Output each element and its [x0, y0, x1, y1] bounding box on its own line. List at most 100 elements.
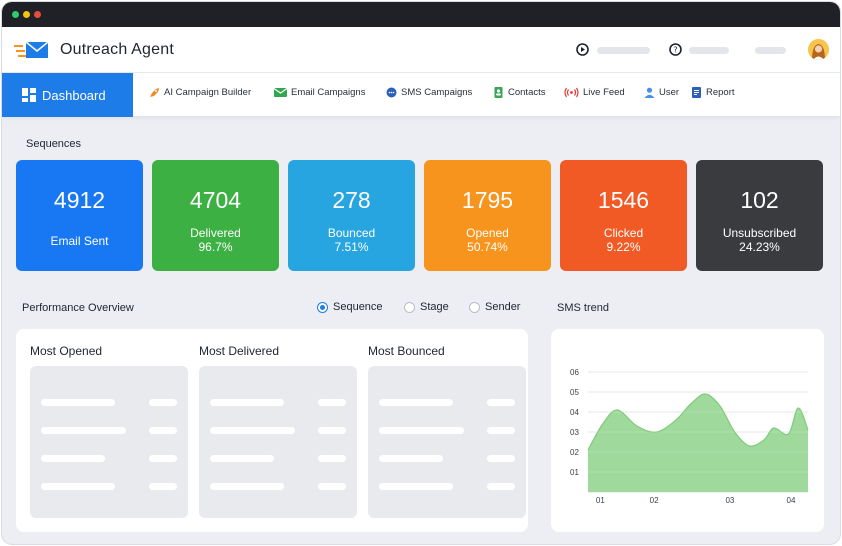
sms-trend-panel: 06 05 04 03 02 01 01 02 03 04 [551, 329, 824, 532]
stat-label: Email Sent [50, 234, 109, 248]
list-item-placeholder [41, 455, 105, 462]
window-dot-red-icon[interactable] [34, 11, 41, 18]
column-title-most-delivered: Most Delivered [199, 344, 280, 358]
sms-trend-chart: 06 05 04 03 02 01 01 02 03 04 [570, 368, 809, 505]
list-item-placeholder [149, 483, 177, 490]
list-item-placeholder [210, 483, 284, 490]
most-opened-list [30, 366, 188, 518]
list-item-placeholder [379, 427, 464, 434]
nav-item-email-campaigns[interactable]: Email Campaigns [274, 87, 365, 98]
chat-icon [386, 87, 397, 98]
most-delivered-list [199, 366, 357, 518]
stat-label: Bounced [327, 226, 376, 240]
x-tick-label: 03 [725, 496, 734, 505]
nav-item-live-feed[interactable]: Live Feed [564, 87, 625, 98]
avatar[interactable] [808, 39, 829, 60]
header-placeholder-bar [755, 47, 786, 54]
nav-item-user[interactable]: User [644, 87, 679, 98]
stat-card-clicked[interactable]: 1546 Clicked 9.22% [560, 160, 687, 271]
list-item-placeholder [487, 399, 515, 406]
envelope-icon [274, 88, 287, 97]
list-item-placeholder [379, 399, 453, 406]
dashboard-grid-icon [22, 88, 36, 102]
radio-selected-icon[interactable] [317, 301, 328, 313]
nav-item-label: Email Campaigns [291, 87, 366, 98]
app-title: Outreach Agent [60, 41, 174, 58]
window-dot-green-icon[interactable] [12, 11, 19, 18]
stat-value: 4704 [189, 187, 242, 213]
window-dot-yellow-icon[interactable] [23, 11, 30, 18]
contact-book-icon [494, 87, 503, 98]
nav-item-label: Dashboard [42, 88, 106, 103]
svg-text:?: ? [673, 46, 677, 55]
sms-trend-line [587, 393, 809, 451]
list-item-placeholder [41, 427, 126, 434]
help-icon[interactable]: ? [669, 43, 682, 56]
stat-label: Delivered [190, 226, 241, 240]
list-item-placeholder [318, 483, 346, 490]
stat-card-opened[interactable]: 1795 Opened 50.74% [424, 160, 551, 271]
list-item-placeholder [41, 483, 115, 490]
sms-trend-area [588, 393, 808, 492]
list-item-placeholder [318, 399, 346, 406]
column-title-most-bounced: Most Bounced [368, 344, 445, 358]
nav-item-report[interactable]: Report [691, 87, 735, 98]
radio-label: Stage [420, 301, 449, 313]
list-item-placeholder [379, 455, 443, 462]
performance-overview-title: Performance Overview [22, 302, 134, 314]
filter-radio-sequence[interactable]: Sequence [317, 301, 383, 313]
radio-unselected-icon[interactable] [404, 301, 415, 313]
stat-percent: 96.7% [198, 240, 233, 254]
list-item-placeholder [41, 399, 115, 406]
y-tick-label: 05 [570, 388, 579, 397]
nav-item-ai-campaign-builder[interactable]: AI Campaign Builder [149, 87, 251, 98]
nav-item-label: User [659, 87, 680, 98]
sequences-title: Sequences [26, 138, 82, 150]
y-tick-label: 01 [570, 468, 579, 477]
paper-plane-logo-icon [14, 41, 49, 58]
x-tick-label: 01 [596, 496, 605, 505]
list-item-placeholder [487, 455, 515, 462]
filter-radio-stage[interactable]: Stage [404, 301, 449, 313]
nav-item-label: SMS Campaigns [401, 87, 473, 98]
nav-item-label: Contacts [508, 87, 546, 98]
x-tick-label: 02 [650, 496, 659, 505]
list-item-placeholder [149, 399, 177, 406]
list-item-placeholder [210, 399, 284, 406]
x-tick-label: 04 [787, 496, 796, 505]
nav-item-sms-campaigns[interactable]: SMS Campaigns [386, 87, 472, 98]
nav-item-contacts[interactable]: Contacts [493, 87, 546, 98]
stat-card-email-sent[interactable]: 4912 Email Sent [16, 160, 143, 271]
stat-percent: 7.51% [334, 240, 369, 254]
sms-trend-title: SMS trend [557, 302, 609, 314]
stat-card-bounced[interactable]: 278 Bounced 7.51% [288, 160, 415, 271]
broadcast-icon [564, 87, 579, 98]
stat-value: 102 [740, 187, 779, 213]
list-item-placeholder [149, 427, 177, 434]
radio-unselected-icon[interactable] [469, 301, 480, 313]
filter-radio-sender[interactable]: Sender [469, 301, 520, 313]
list-item-placeholder [210, 455, 274, 462]
app-header: Outreach Agent ? [2, 27, 840, 72]
nav-item-label: Live Feed [583, 87, 625, 98]
nav-item-label: Report [706, 87, 735, 98]
y-tick-label: 04 [570, 408, 579, 417]
list-item-placeholder [487, 427, 515, 434]
play-icon[interactable] [576, 43, 589, 56]
rocket-icon [150, 88, 159, 97]
radio-label: Sequence [333, 301, 383, 313]
stat-value: 1795 [461, 187, 514, 213]
stat-card-unsubscribed[interactable]: 102 Unsubscribed 24.23% [696, 160, 823, 271]
list-item-placeholder [379, 483, 453, 490]
stat-value: 4912 [53, 187, 106, 213]
column-title-most-opened: Most Opened [30, 344, 103, 358]
list-item-placeholder [149, 455, 177, 462]
nav-item-dashboard[interactable]: Dashboard [2, 73, 133, 117]
list-item-placeholder [210, 427, 295, 434]
y-tick-label: 02 [570, 448, 579, 457]
header-placeholder-bar [689, 47, 729, 54]
list-item-placeholder [318, 427, 346, 434]
main-nav: Dashboard AI Campaign Builder Email Camp… [2, 72, 840, 117]
stat-card-delivered[interactable]: 4704 Delivered 96.7% [152, 160, 279, 271]
